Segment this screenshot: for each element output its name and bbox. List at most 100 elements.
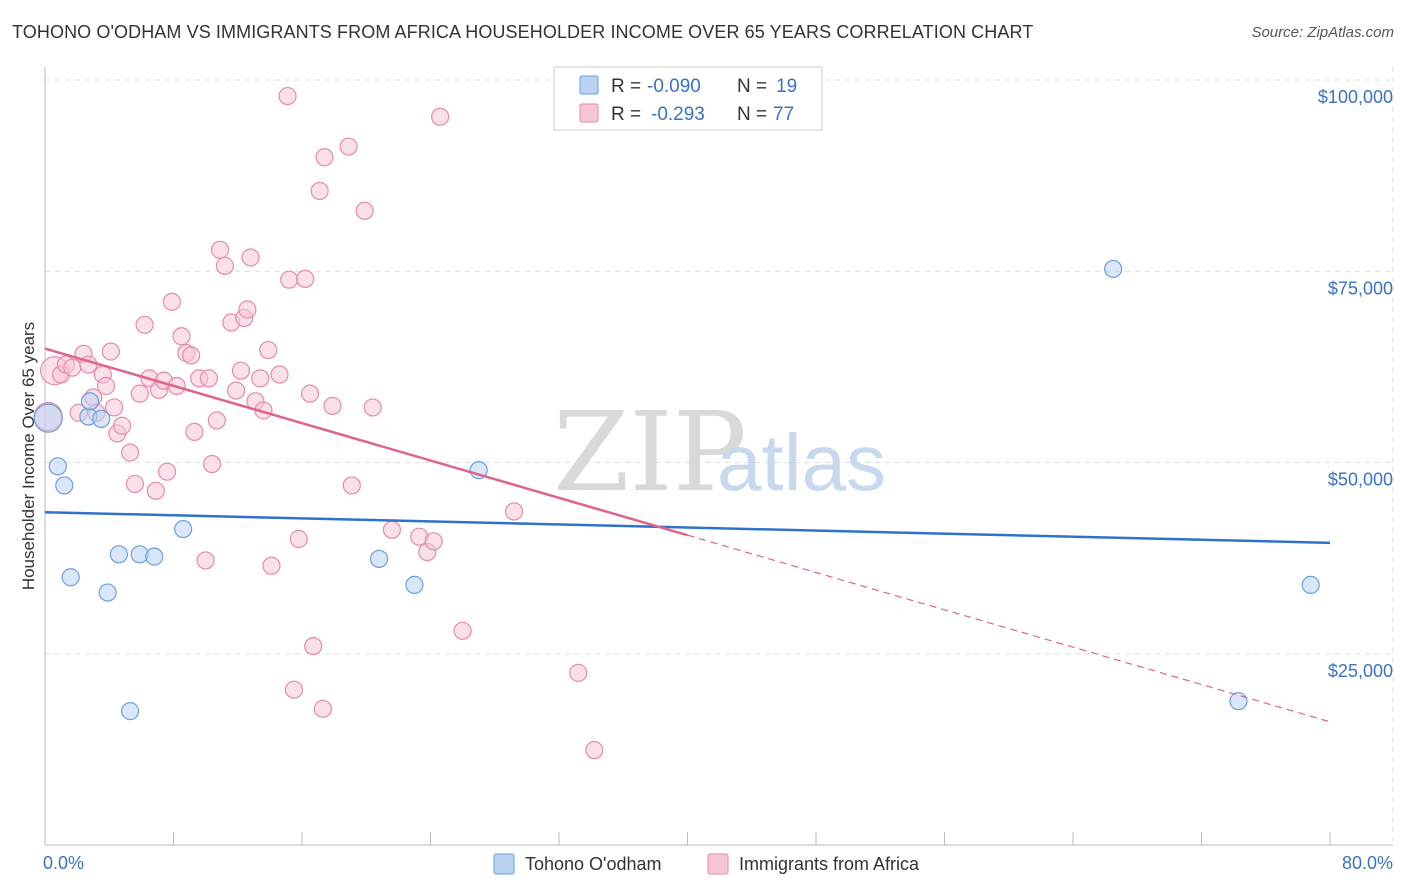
x-tick-label-end: 80.0% xyxy=(1342,853,1393,873)
point-africa-12 xyxy=(101,342,120,361)
point-tohono-17 xyxy=(1229,692,1248,711)
point-africa-40 xyxy=(231,361,251,380)
point-africa-32 xyxy=(196,551,215,570)
point-africa-70 xyxy=(453,621,472,640)
point-africa-49 xyxy=(270,365,289,384)
y-axis-label: Householder Income Over 65 years xyxy=(19,322,38,590)
point-africa-24 xyxy=(157,462,177,481)
series-legend-swatch-tohono xyxy=(493,853,515,875)
legend-box xyxy=(553,66,823,131)
point-africa-15 xyxy=(112,416,132,435)
point-africa-33 xyxy=(199,369,218,388)
trend-line-africa xyxy=(44,347,688,537)
point-africa-4 xyxy=(63,358,82,377)
point-africa-34 xyxy=(202,454,222,474)
point-africa-43 xyxy=(241,248,260,267)
point-africa-27 xyxy=(172,327,191,346)
point-tohono-2 xyxy=(55,476,74,495)
chart-title: TOHONO O'ODHAM VS IMMIGRANTS FROM AFRICA… xyxy=(12,22,1034,42)
point-africa-65 xyxy=(382,520,402,539)
point-africa-36 xyxy=(210,240,230,259)
point-africa-51 xyxy=(280,270,299,289)
series-legend: Tohono O'odham Immigrants from Africa xyxy=(493,853,920,875)
point-tohono-5 xyxy=(80,392,100,411)
point-tohono-3 xyxy=(61,568,80,587)
legend-swatch-africa xyxy=(579,103,599,123)
point-africa-62 xyxy=(342,476,361,495)
point-africa-19 xyxy=(135,315,154,334)
point-africa-52 xyxy=(284,680,304,699)
point-africa-42 xyxy=(238,300,257,319)
data-points xyxy=(33,86,1320,760)
y-tick-label-2: $75,000 xyxy=(1328,278,1393,298)
series-legend-label-africa: Immigrants from Africa xyxy=(739,854,920,874)
point-africa-16 xyxy=(121,443,140,462)
legend-n-value-africa: 77 xyxy=(773,104,794,125)
legend-n-label-africa: N = xyxy=(737,104,767,125)
x-tick-label-start: 0.0% xyxy=(43,853,84,873)
legend-r-label-africa: R = xyxy=(611,104,641,125)
legend-n-value-tohono: 19 xyxy=(776,76,797,97)
point-africa-71 xyxy=(504,502,524,521)
point-tohono-1 xyxy=(48,457,67,476)
point-tohono-8 xyxy=(109,545,128,564)
point-africa-58 xyxy=(313,699,332,718)
legend-r-value-tohono: -0.090 xyxy=(647,76,701,97)
point-tohono-11 xyxy=(145,547,164,566)
point-tohono-13 xyxy=(370,549,389,568)
trend-line-tohono xyxy=(44,510,1331,545)
point-africa-69 xyxy=(431,107,450,126)
stats-legend: R = -0.090 N = 19 R = -0.293 N = 77 xyxy=(553,66,823,131)
point-tohono-12 xyxy=(174,519,193,539)
point-tohono-16 xyxy=(1104,259,1123,279)
y-tick-label-3: $100,000 xyxy=(1318,87,1393,107)
y-tick-label-0: $25,000 xyxy=(1328,661,1393,681)
point-africa-57 xyxy=(310,181,329,201)
point-africa-39 xyxy=(227,381,246,400)
point-africa-35 xyxy=(207,411,226,430)
point-africa-25 xyxy=(162,292,181,311)
point-africa-61 xyxy=(339,137,358,156)
point-africa-13 xyxy=(104,398,124,417)
y-tick-labels: $25,000 $50,000 $75,000 $100,000 xyxy=(1318,87,1393,681)
point-africa-56 xyxy=(304,636,323,656)
point-africa-11 xyxy=(96,376,116,396)
watermark-atlas: atlas xyxy=(717,418,886,507)
point-africa-48 xyxy=(262,556,281,575)
legend-swatch-tohono xyxy=(579,75,599,95)
point-africa-54 xyxy=(296,269,315,288)
point-africa-18 xyxy=(130,384,149,403)
legend-r-value-africa: -0.293 xyxy=(651,104,705,125)
point-africa-64 xyxy=(363,398,382,417)
legend-r-label-tohono: R = xyxy=(611,76,641,97)
point-tohono-18 xyxy=(1301,575,1320,595)
point-africa-29 xyxy=(182,346,201,365)
point-tohono-7 xyxy=(98,583,117,602)
trend-lines xyxy=(44,347,1331,723)
point-africa-53 xyxy=(289,529,308,549)
series-legend-label-tohono: Tohono O'odham xyxy=(525,854,662,874)
watermark-zip: ZIP xyxy=(553,388,747,516)
trend-line-africa-extension xyxy=(687,534,1331,723)
point-africa-21 xyxy=(146,481,165,500)
point-africa-60 xyxy=(323,396,342,415)
point-africa-30 xyxy=(185,422,204,441)
point-africa-72 xyxy=(569,663,588,682)
point-africa-55 xyxy=(300,384,320,403)
axes xyxy=(44,67,1393,846)
point-tohono-0 xyxy=(33,403,63,433)
point-tohono-6 xyxy=(92,409,111,428)
point-africa-45 xyxy=(251,369,270,388)
point-africa-17 xyxy=(125,474,145,494)
point-tohono-14 xyxy=(405,575,424,595)
point-africa-68 xyxy=(424,532,443,551)
watermark: ZIP atlas xyxy=(553,388,886,516)
series-legend-swatch-africa xyxy=(707,853,729,875)
point-africa-47 xyxy=(259,340,278,360)
y-tick-label-1: $50,000 xyxy=(1328,470,1393,490)
point-africa-59 xyxy=(315,148,334,167)
point-africa-50 xyxy=(278,86,297,106)
point-tohono-9 xyxy=(121,702,140,721)
source-credit: Source: ZipAtlas.com xyxy=(1251,24,1394,41)
